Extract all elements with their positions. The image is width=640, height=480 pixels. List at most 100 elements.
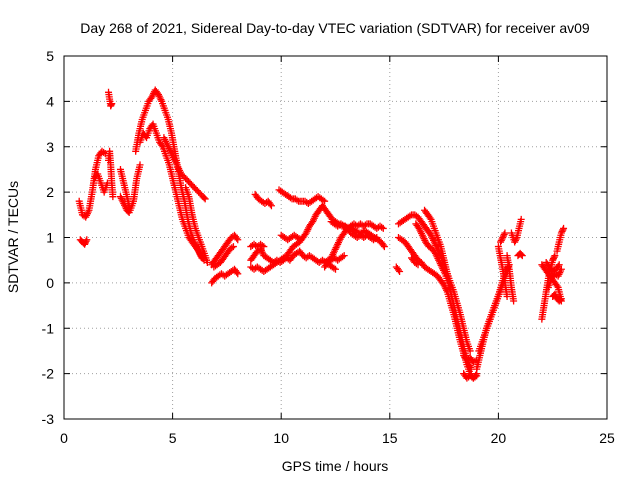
data-point xyxy=(510,297,518,305)
data-point xyxy=(517,215,525,223)
data-point xyxy=(200,194,208,202)
y-tick-label: 0 xyxy=(46,275,54,291)
data-point xyxy=(394,266,402,274)
data-point xyxy=(340,252,348,260)
x-tick-label: 15 xyxy=(382,430,398,446)
data-point xyxy=(554,262,562,270)
x-tick-label: 10 xyxy=(273,430,289,446)
y-tick-label: -2 xyxy=(42,366,55,382)
x-tick-label: 25 xyxy=(599,430,615,446)
data-series-sdtvar xyxy=(75,86,568,382)
data-point xyxy=(380,243,388,251)
data-point xyxy=(552,292,560,300)
data-point xyxy=(293,196,301,204)
data-point xyxy=(414,261,422,269)
plot-area xyxy=(63,55,608,420)
chart-title: Day 268 of 2021, Sidereal Day-to-day VTE… xyxy=(80,20,590,36)
data-point xyxy=(472,371,480,379)
data-point xyxy=(511,238,519,246)
data-point xyxy=(499,234,507,241)
y-axis-tick-labels: -3 -2 -1 0 1 2 3 4 5 xyxy=(42,48,55,427)
y-tick-label: 3 xyxy=(46,139,54,155)
x-tick-label: 5 xyxy=(169,430,177,446)
y-tick-label: -3 xyxy=(42,411,55,427)
data-point xyxy=(258,241,266,249)
data-point xyxy=(100,148,108,156)
data-point xyxy=(229,243,237,251)
data-point xyxy=(295,235,303,243)
y-tick-label: 5 xyxy=(46,48,54,64)
data-point xyxy=(81,239,89,247)
y-tick-label: 1 xyxy=(46,230,54,246)
data-point xyxy=(557,295,565,303)
data-point xyxy=(517,251,525,259)
data-point xyxy=(500,230,508,238)
data-point xyxy=(339,253,347,261)
data-point xyxy=(266,200,274,208)
data-point xyxy=(499,232,507,240)
data-point xyxy=(361,221,369,229)
x-tick-label: 20 xyxy=(491,430,507,446)
data-point xyxy=(551,252,559,260)
data-point xyxy=(322,257,330,265)
data-point xyxy=(109,193,117,201)
data-point xyxy=(228,244,236,252)
data-point xyxy=(512,235,520,243)
data-point xyxy=(555,261,563,269)
y-tick-label: 4 xyxy=(46,93,54,109)
data-point xyxy=(234,270,242,278)
data-point xyxy=(373,234,381,241)
data-point xyxy=(553,282,561,290)
data-point xyxy=(518,252,526,260)
data-point xyxy=(497,238,505,246)
data-point xyxy=(511,237,519,245)
data-point xyxy=(332,265,339,273)
data-point xyxy=(559,226,567,234)
y-tick-label: -1 xyxy=(42,320,55,336)
data-point xyxy=(108,100,116,108)
data-point xyxy=(406,212,414,220)
data-point xyxy=(501,229,509,237)
data-point xyxy=(378,223,386,231)
data-point xyxy=(233,234,241,242)
data-point xyxy=(201,195,209,203)
data-point xyxy=(124,207,132,215)
data-point xyxy=(426,214,434,222)
data-point xyxy=(136,161,144,169)
data-point xyxy=(371,235,379,243)
data-point xyxy=(549,256,557,264)
x-axis-tick-labels: 0 5 10 15 20 25 xyxy=(60,430,615,446)
data-point xyxy=(125,209,133,217)
data-point xyxy=(233,268,241,276)
data-point xyxy=(83,236,91,244)
data-point xyxy=(551,290,559,298)
data-point xyxy=(412,260,420,268)
data-point xyxy=(286,194,294,202)
x-axis-label: GPS time / hours xyxy=(282,458,389,474)
data-point xyxy=(379,241,387,249)
data-point xyxy=(557,229,565,237)
data-point xyxy=(498,235,506,243)
data-point xyxy=(560,224,568,232)
data-point xyxy=(556,296,564,304)
data-point xyxy=(379,224,387,232)
data-point xyxy=(82,237,90,245)
data-point xyxy=(549,255,557,263)
data-point xyxy=(260,243,268,251)
data-point xyxy=(396,268,404,276)
data-point xyxy=(234,236,242,244)
data-point xyxy=(297,236,305,244)
data-point xyxy=(447,283,455,291)
y-tick-label: 2 xyxy=(46,184,54,200)
data-point xyxy=(330,264,338,272)
data-point xyxy=(550,253,558,261)
data-point xyxy=(321,197,329,205)
y-axis-label: SDTVAR / TECUs xyxy=(5,181,21,293)
x-tick-label: 0 xyxy=(60,430,68,446)
data-point xyxy=(81,240,89,248)
data-point xyxy=(267,202,275,210)
data-point xyxy=(558,227,566,235)
data-point xyxy=(497,237,505,245)
